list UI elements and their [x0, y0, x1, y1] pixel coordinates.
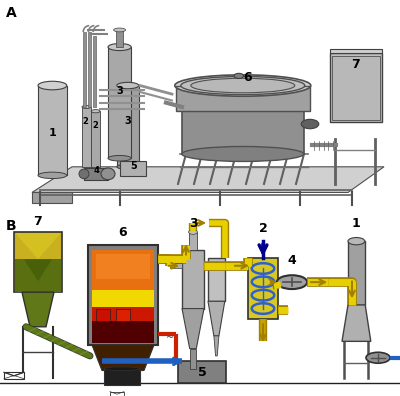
- Bar: [248, 257, 278, 320]
- Bar: [88, 245, 158, 345]
- Text: 7: 7: [34, 215, 42, 228]
- Text: 1: 1: [352, 217, 361, 230]
- Circle shape: [277, 275, 307, 289]
- Bar: [96, 254, 150, 280]
- Polygon shape: [22, 292, 54, 327]
- Text: A: A: [6, 6, 17, 21]
- Polygon shape: [32, 192, 72, 203]
- Text: 3: 3: [116, 86, 123, 96]
- Text: 2: 2: [92, 121, 98, 130]
- Bar: [84, 168, 108, 180]
- Text: 4: 4: [93, 166, 99, 175]
- Bar: [83, 32, 86, 107]
- Bar: [120, 162, 146, 177]
- Text: 2: 2: [259, 222, 267, 235]
- Ellipse shape: [114, 28, 126, 32]
- Ellipse shape: [117, 82, 139, 89]
- Bar: [176, 86, 310, 111]
- Bar: [330, 53, 382, 122]
- Circle shape: [234, 73, 244, 78]
- Bar: [92, 250, 154, 294]
- Text: 4: 4: [288, 254, 296, 267]
- Text: 6: 6: [244, 71, 252, 84]
- Polygon shape: [14, 232, 62, 292]
- Bar: [91, 111, 100, 167]
- Bar: [330, 49, 382, 53]
- Bar: [92, 290, 154, 308]
- Bar: [93, 36, 96, 107]
- Text: 1: 1: [48, 128, 56, 137]
- Bar: [92, 321, 154, 343]
- Text: ~: ~: [166, 333, 174, 343]
- Bar: [176, 86, 310, 111]
- Bar: [178, 362, 226, 383]
- Bar: [88, 32, 91, 107]
- Text: 7: 7: [352, 59, 360, 71]
- Ellipse shape: [181, 76, 305, 95]
- Bar: [189, 232, 198, 250]
- Ellipse shape: [191, 78, 295, 93]
- Polygon shape: [342, 305, 371, 341]
- Ellipse shape: [91, 110, 100, 113]
- Ellipse shape: [38, 81, 67, 90]
- Polygon shape: [24, 259, 52, 281]
- Ellipse shape: [189, 230, 198, 234]
- Ellipse shape: [108, 44, 131, 51]
- Text: 5: 5: [130, 161, 136, 171]
- Text: 6: 6: [119, 226, 127, 239]
- Text: 2: 2: [82, 117, 88, 126]
- Polygon shape: [208, 301, 225, 336]
- Ellipse shape: [79, 169, 89, 179]
- Polygon shape: [15, 233, 61, 259]
- Bar: [348, 241, 365, 305]
- Ellipse shape: [101, 168, 115, 180]
- Bar: [110, 392, 124, 396]
- Bar: [104, 369, 140, 385]
- Bar: [182, 250, 204, 308]
- Bar: [190, 348, 196, 369]
- Polygon shape: [182, 308, 204, 348]
- Text: 3: 3: [189, 217, 197, 230]
- Ellipse shape: [182, 147, 304, 162]
- Bar: [182, 106, 304, 111]
- Bar: [92, 307, 154, 323]
- Ellipse shape: [38, 172, 67, 179]
- Bar: [108, 47, 131, 158]
- Bar: [170, 263, 182, 268]
- Ellipse shape: [108, 156, 131, 161]
- Polygon shape: [92, 345, 154, 371]
- Polygon shape: [15, 259, 61, 292]
- Bar: [117, 86, 139, 167]
- Bar: [82, 107, 91, 167]
- Text: 3: 3: [124, 116, 131, 126]
- Text: B: B: [6, 219, 17, 233]
- Bar: [116, 308, 130, 321]
- Bar: [332, 55, 380, 120]
- Polygon shape: [214, 336, 219, 356]
- Ellipse shape: [104, 367, 140, 371]
- Text: 5: 5: [198, 366, 206, 379]
- Bar: [208, 257, 225, 301]
- Bar: [182, 107, 304, 154]
- Ellipse shape: [117, 164, 139, 169]
- Ellipse shape: [82, 105, 91, 109]
- Bar: [38, 86, 67, 175]
- Ellipse shape: [348, 238, 365, 245]
- Bar: [4, 372, 24, 379]
- Polygon shape: [32, 167, 384, 192]
- Circle shape: [366, 352, 390, 363]
- Bar: [96, 308, 110, 321]
- Ellipse shape: [175, 75, 311, 96]
- Bar: [116, 30, 123, 47]
- Circle shape: [301, 119, 319, 129]
